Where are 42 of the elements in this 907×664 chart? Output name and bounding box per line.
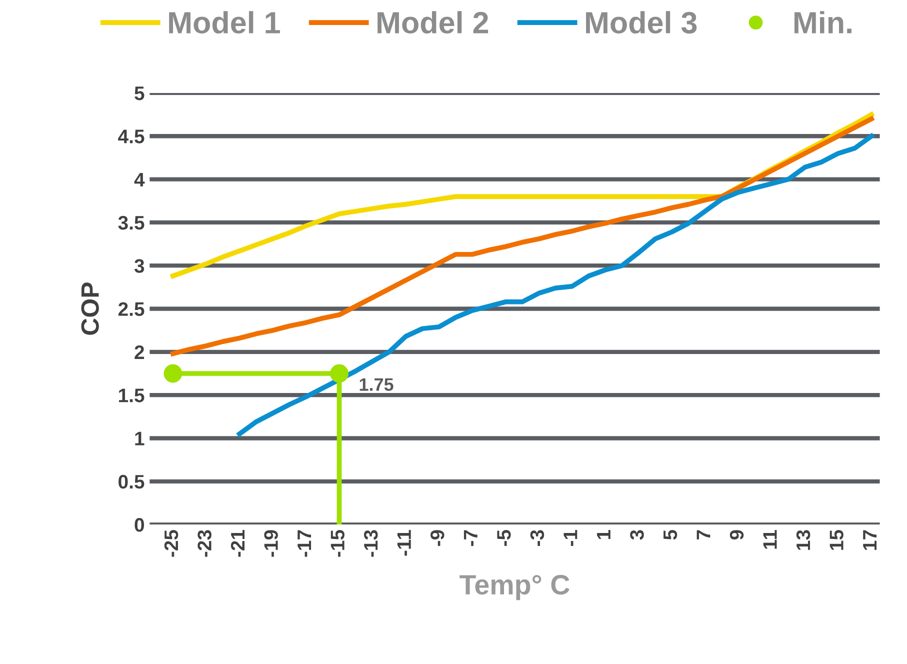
y-axis-title: COP xyxy=(81,282,99,335)
x-tick-label: -19 xyxy=(264,530,278,557)
y-tick-label: 3.5 xyxy=(118,216,144,230)
y-tick-label: 1.5 xyxy=(118,388,144,402)
x-tick-label: 5 xyxy=(664,530,678,540)
x-tick-label: 15 xyxy=(830,530,844,550)
legend-label: Model 2 xyxy=(378,11,488,34)
x-tick-label: -23 xyxy=(198,530,212,557)
line-series xyxy=(237,134,874,436)
x-tick-label: -1 xyxy=(564,530,578,546)
x-tick-label: -5 xyxy=(497,530,511,546)
x-tick-label: -25 xyxy=(164,530,178,557)
x-tick-label: -15 xyxy=(330,530,344,557)
y-tick-label: 5 xyxy=(134,86,144,100)
x-tick-label: -11 xyxy=(397,530,411,556)
y-tick-label: 0 xyxy=(134,518,144,532)
legend-label: Model 3 xyxy=(586,11,697,34)
legend-label: Model 1 xyxy=(169,11,280,34)
x-tick-label: 3 xyxy=(630,530,644,540)
y-tick-label: 0.5 xyxy=(118,474,144,489)
x-tick-label: -9 xyxy=(430,530,444,546)
x-tick-label: -17 xyxy=(298,530,312,557)
x-tick-label: 1 xyxy=(597,530,610,540)
x-tick-label: -7 xyxy=(464,530,478,546)
x-tick-label: 11 xyxy=(763,530,777,549)
y-tick-label: 3 xyxy=(134,259,144,273)
x-tick-label: 7 xyxy=(696,530,710,540)
y-tick-label: 2.5 xyxy=(118,302,144,316)
y-tick-label: 1 xyxy=(135,432,144,446)
line-series xyxy=(170,116,874,356)
annotation: 1.75 xyxy=(360,378,394,391)
y-tick-label: 4 xyxy=(134,172,145,186)
x-tick-label: -3 xyxy=(530,530,544,546)
x-tick-label: -13 xyxy=(364,530,378,557)
x-tick-label: 17 xyxy=(863,530,876,550)
x-tick-label: -21 xyxy=(230,530,244,557)
y-tick-label: 4.5 xyxy=(118,130,144,144)
x-tick-label: 9 xyxy=(730,530,744,540)
x-tick-label: 13 xyxy=(796,530,810,550)
legend-label: Min. xyxy=(794,11,852,34)
y-tick-label: 2 xyxy=(134,345,144,359)
x-axis-title: Temp° C xyxy=(460,574,570,600)
